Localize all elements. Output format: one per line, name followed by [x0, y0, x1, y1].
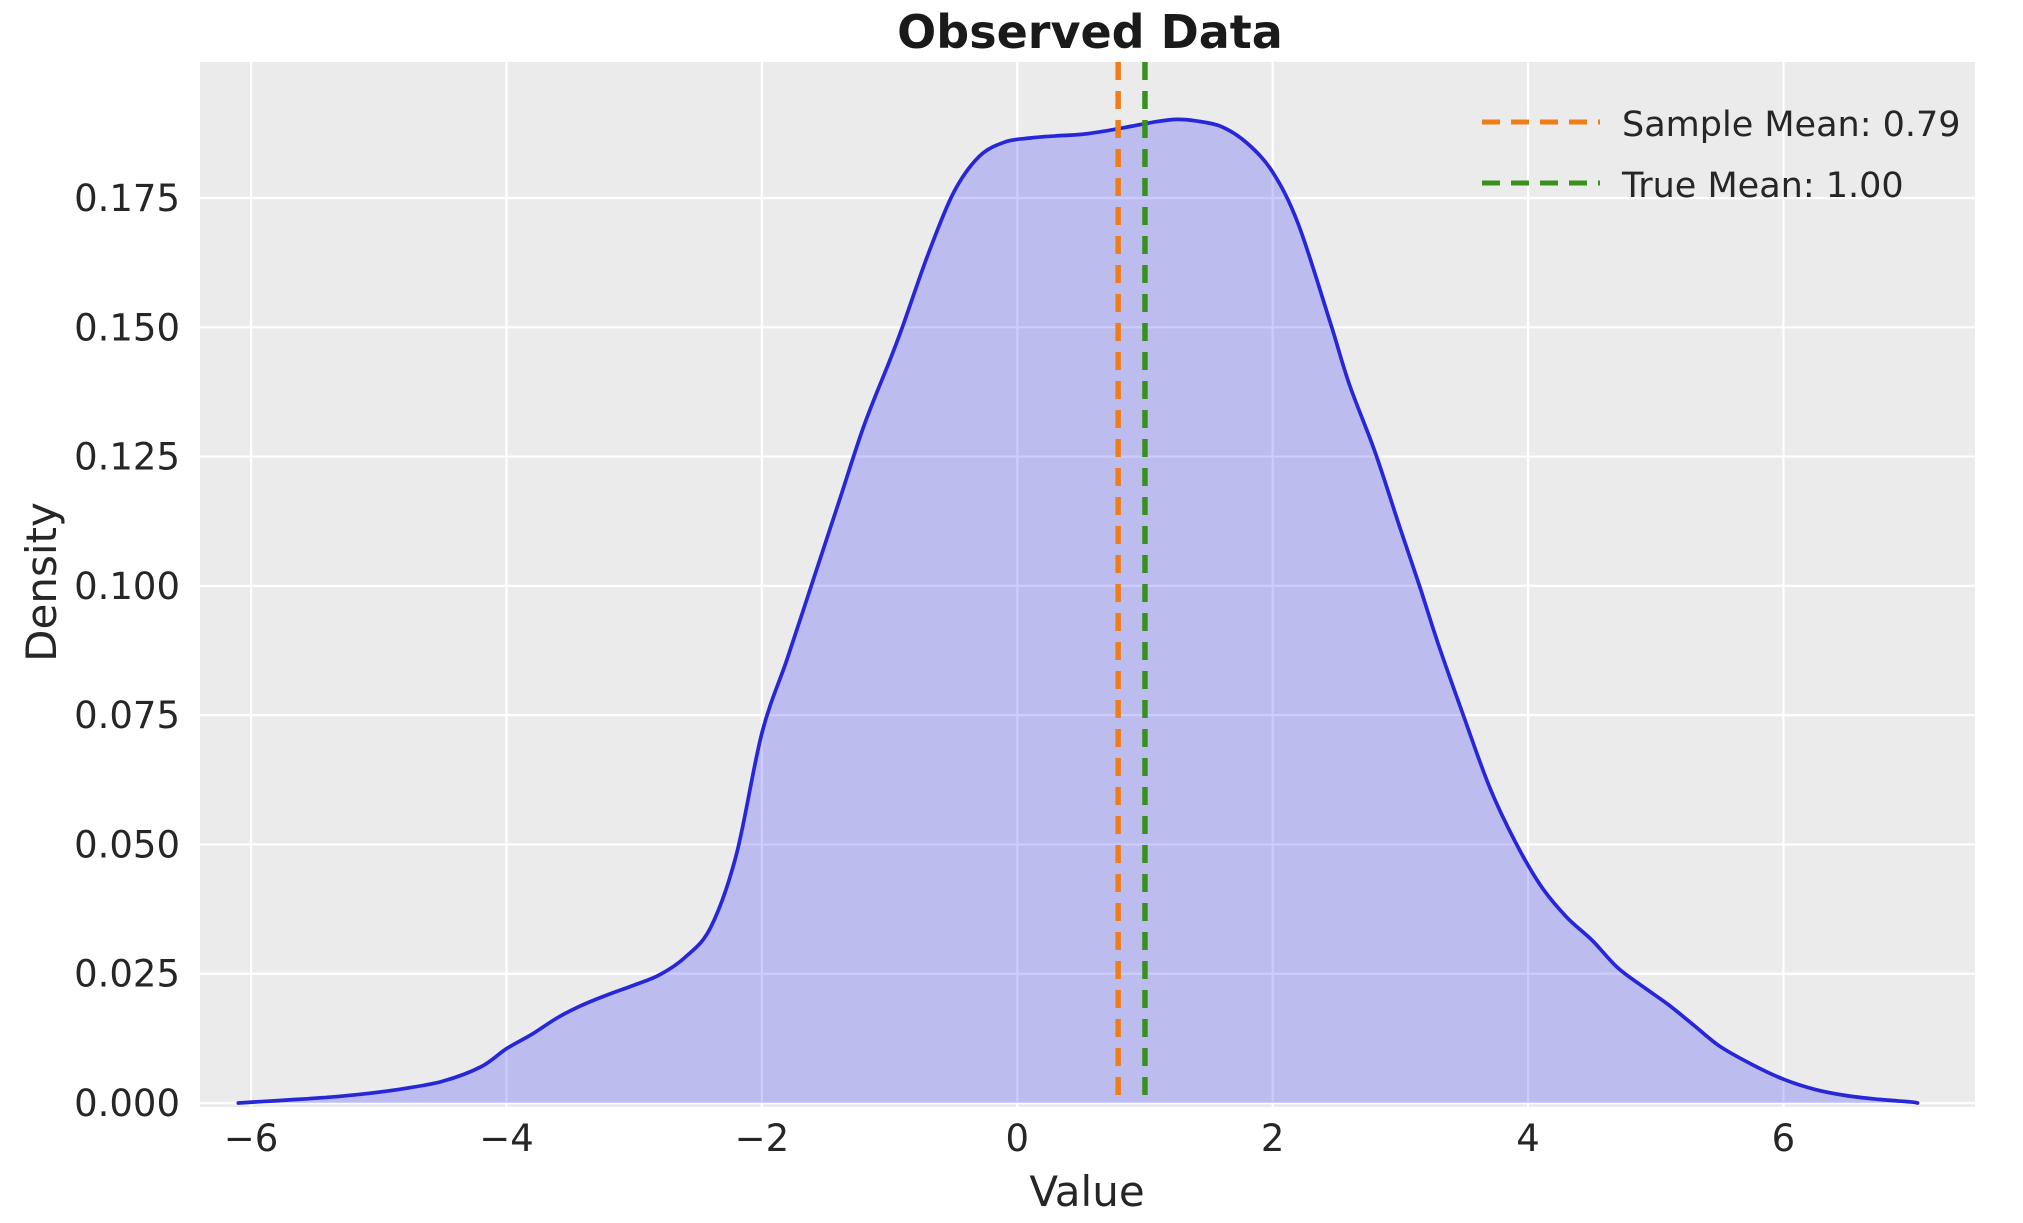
- legend: Sample Mean: 0.79 True Mean: 1.00: [1482, 105, 1961, 206]
- y-tick-label: 0.000: [74, 1082, 180, 1125]
- x-tick-label: 2: [1261, 1117, 1285, 1160]
- kde-series: [236, 117, 1920, 1105]
- legend-label-sample-mean: Sample Mean: 0.79: [1622, 105, 1961, 145]
- y-tick-label: 0.025: [74, 953, 180, 996]
- y-axis-label: Density: [17, 502, 66, 662]
- x-tick-label: −2: [735, 1117, 790, 1160]
- x-tick-label: 4: [1516, 1117, 1540, 1160]
- chart-title: Observed Data: [897, 5, 1283, 59]
- y-tick-label: 0.075: [74, 694, 180, 737]
- x-tick-label: −6: [224, 1117, 279, 1160]
- gridlines: [200, 62, 1975, 1107]
- y-tick-label: 0.150: [74, 306, 180, 349]
- x-tick-labels: −6 −4 −2 0 2 4 6: [224, 1117, 1795, 1160]
- x-axis-label: Value: [1029, 1167, 1144, 1216]
- kde-area-fill: [238, 119, 1918, 1104]
- plot-panel: [200, 62, 1975, 1107]
- kde-curve-line: [236, 117, 1920, 1105]
- y-tick-labels: 0.000 0.025 0.050 0.075 0.100 0.125 0.150 0.175: [74, 177, 180, 1125]
- y-tick-label: 0.050: [74, 823, 180, 866]
- legend-label-true-mean: True Mean: 1.00: [1621, 166, 1904, 206]
- x-tick-label: 0: [1005, 1117, 1029, 1160]
- y-tick-label: 0.175: [74, 177, 180, 220]
- x-tick-label: 6: [1772, 1117, 1796, 1160]
- x-tick-label: −4: [479, 1117, 534, 1160]
- y-tick-label: 0.125: [74, 436, 180, 479]
- y-tick-label: 0.100: [74, 565, 180, 608]
